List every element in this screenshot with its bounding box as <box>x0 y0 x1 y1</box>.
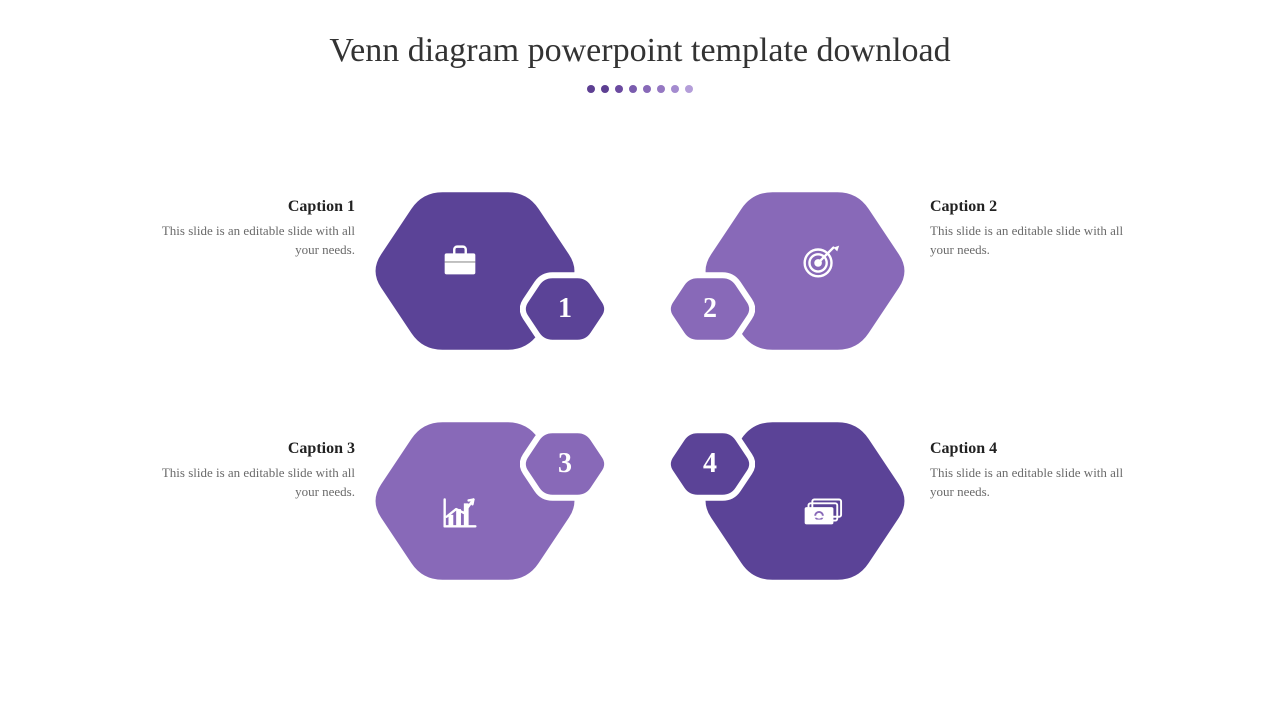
target-icon <box>797 238 843 284</box>
decorative-dot <box>587 85 595 93</box>
caption-title: Caption 3 <box>135 440 355 458</box>
decorative-dot <box>601 85 609 93</box>
decorative-dot <box>643 85 651 93</box>
hex-number-label: 1 <box>558 293 572 325</box>
decorative-dot <box>685 85 693 93</box>
hexagon-number-2: 2 <box>665 270 755 348</box>
caption-body: This slide is an editable slide with all… <box>135 464 355 502</box>
chart-icon <box>437 488 483 534</box>
title-dots <box>0 80 1280 98</box>
caption-body: This slide is an editable slide with all… <box>930 222 1150 260</box>
caption-title: Caption 4 <box>930 440 1150 458</box>
hex-diagram: 1 Caption 1 This slide is an editable slid… <box>0 120 1280 680</box>
decorative-dot <box>657 85 665 93</box>
hex-number-label: 4 <box>703 448 717 480</box>
decorative-dot <box>629 85 637 93</box>
hex-number-label: 3 <box>558 448 572 480</box>
decorative-dot <box>671 85 679 93</box>
money-icon <box>797 488 843 534</box>
caption-body: This slide is an editable slide with all… <box>135 222 355 260</box>
caption-3: Caption 3 This slide is an editable slide… <box>135 440 355 502</box>
hexagon-number-1: 1 <box>520 270 610 348</box>
hex-number-label: 2 <box>703 293 717 325</box>
hexagon-number-4: 4 <box>665 425 755 503</box>
decorative-dot <box>615 85 623 93</box>
caption-title: Caption 1 <box>135 198 355 216</box>
hexagon-number-3: 3 <box>520 425 610 503</box>
caption-title: Caption 2 <box>930 198 1150 216</box>
caption-body: This slide is an editable slide with all… <box>930 464 1150 502</box>
caption-4: Caption 4 This slide is an editable slide… <box>930 440 1150 502</box>
briefcase-icon <box>437 238 483 284</box>
caption-1: Caption 1 This slide is an editable slide… <box>135 198 355 260</box>
caption-2: Caption 2 This slide is an editable slide… <box>930 198 1150 260</box>
page-title: Venn diagram powerpoint template downloa… <box>0 0 1280 70</box>
